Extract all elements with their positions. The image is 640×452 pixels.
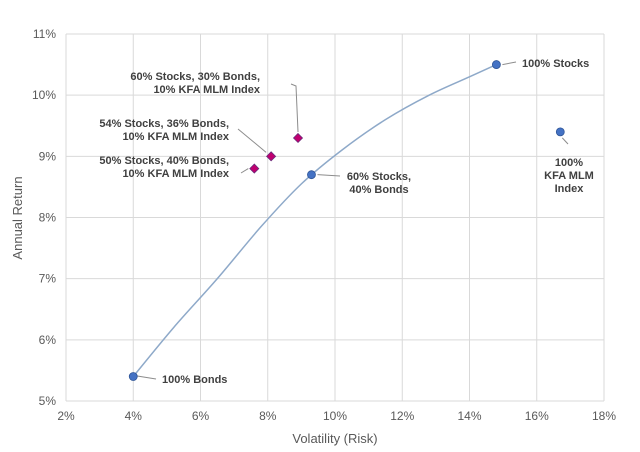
data-label: 10% KFA MLM Index [122, 168, 229, 180]
y-tick-label: 5% [39, 394, 57, 408]
portfolio-point [307, 170, 316, 180]
data-label: 100% [555, 157, 583, 169]
portfolio-point [128, 372, 138, 381]
y-tick-label: 10% [32, 88, 56, 102]
annotation-labels: 100% Bonds 60% Stocks,40% Bonds 100% Stock… [99, 58, 593, 386]
data-label: 10% KFA MLM Index [122, 131, 229, 143]
data-label: KFA MLM [544, 170, 594, 182]
portfolio-diamond [249, 163, 260, 174]
leader-line [561, 137, 569, 145]
y-tick-label: 8% [39, 211, 57, 225]
efficient-frontier [132, 63, 497, 378]
x-axis-ticks: 2% 4% 6% 8% 10% 12% 14% 16% 18% [57, 409, 616, 423]
data-label: 60% Stocks, [347, 171, 411, 183]
x-tick-label: 16% [525, 409, 549, 423]
data-label: Index [555, 183, 585, 195]
x-tick-label: 8% [259, 409, 277, 423]
leader-line [240, 168, 249, 174]
leader-line [317, 174, 341, 177]
portfolio-point [491, 60, 501, 69]
annotation-leaders [137, 61, 569, 380]
leader-line [137, 375, 157, 380]
x-tick-label: 4% [125, 409, 143, 423]
y-axis-title: Annual Return [10, 176, 25, 259]
y-axis-ticks: 5% 6% 7% 8% 9% 10% 11% [32, 27, 56, 408]
x-tick-label: 10% [323, 409, 347, 423]
leader-line [502, 61, 517, 66]
leader-line [237, 128, 267, 153]
x-tick-label: 12% [390, 409, 414, 423]
y-tick-label: 7% [39, 272, 57, 286]
x-tick-label: 18% [592, 409, 616, 423]
portfolio-diamond [292, 132, 304, 144]
x-tick-label: 2% [57, 409, 75, 423]
data-label: 10% KFA MLM Index [153, 84, 260, 96]
x-tick-label: 6% [192, 409, 210, 423]
y-tick-label: 6% [39, 333, 57, 347]
leader-line [290, 83, 299, 133]
data-label: 100% Stocks [522, 58, 589, 70]
data-label: 40% Bonds [349, 184, 408, 196]
portfolio-diamond [266, 151, 277, 162]
x-axis-title: Volatility (Risk) [292, 431, 377, 446]
y-tick-label: 9% [39, 149, 57, 163]
x-tick-label: 14% [457, 409, 481, 423]
data-markers [128, 60, 565, 381]
data-label: 54% Stocks, 36% Bonds, [99, 118, 229, 130]
frontier-line [132, 63, 497, 378]
portfolio-point [555, 127, 565, 137]
data-label: 60% Stocks, 30% Bonds, [130, 71, 260, 83]
gridlines [65, 33, 605, 402]
data-label: 100% Bonds [162, 374, 227, 386]
y-tick-label: 11% [33, 27, 56, 41]
data-label: 50% Stocks, 40% Bonds, [99, 155, 229, 167]
